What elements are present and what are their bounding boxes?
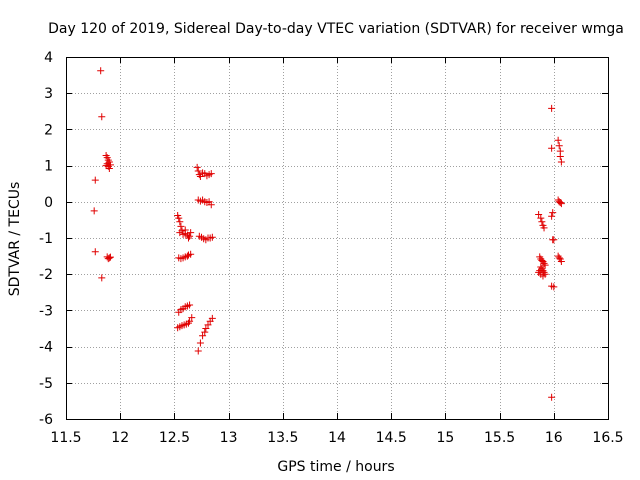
data-point <box>549 209 557 217</box>
x-tick-label: 16.5 <box>592 430 623 446</box>
x-tick-label: 14 <box>328 430 346 446</box>
data-point <box>208 314 216 322</box>
data-point <box>196 172 204 180</box>
data-point <box>183 252 191 260</box>
data-point <box>557 258 565 266</box>
x-tick-label: 14.5 <box>376 430 407 446</box>
data-point <box>98 274 106 282</box>
data-point <box>548 212 556 220</box>
x-tick-label: 11.5 <box>50 430 81 446</box>
data-point <box>539 258 547 266</box>
x-axis-label: GPS time / hours <box>277 459 394 475</box>
data-point <box>194 347 202 355</box>
x-tick-labels: 11.5 12 12.5 13 13.5 14 14.5 15 15.5 16 16.5 <box>50 430 623 446</box>
data-point <box>548 104 556 112</box>
data-point <box>555 254 563 262</box>
data-point <box>556 199 564 207</box>
data-point <box>194 167 202 175</box>
data-point <box>186 301 194 309</box>
data-point <box>538 218 546 226</box>
y-tick-label: -3 <box>39 303 53 319</box>
x-tick-label: 13 <box>220 430 238 446</box>
data-point <box>98 113 106 121</box>
data-point <box>539 272 547 280</box>
data-point <box>178 227 186 235</box>
y-tick-label: 0 <box>44 195 53 211</box>
y-tick-label: -1 <box>39 231 53 247</box>
data-point <box>535 210 543 218</box>
data-point <box>91 248 99 256</box>
y-tick-labels: 4 3 2 1 0 -1 -2 -3 -4 -5 -6 <box>39 50 53 428</box>
y-tick-label: -5 <box>39 376 53 392</box>
data-point <box>199 332 207 340</box>
data-point <box>557 200 565 208</box>
data-point <box>196 339 204 347</box>
data-point <box>187 229 195 237</box>
data-point <box>181 226 189 234</box>
y-tick-label: -4 <box>39 340 53 356</box>
data-point <box>184 319 192 327</box>
data-point <box>540 224 548 232</box>
y-tick-label: -2 <box>39 267 53 283</box>
data-point <box>548 393 556 401</box>
data-point <box>106 161 114 169</box>
data-point <box>207 201 215 209</box>
data-point <box>188 314 196 322</box>
y-tick-label: 2 <box>44 122 53 138</box>
x-tick-label: 16 <box>545 430 563 446</box>
data-point <box>175 214 183 222</box>
y-axis-label: SDTVAR / TECUs <box>7 182 23 297</box>
data-point <box>102 162 110 170</box>
data-point <box>186 317 194 325</box>
data-point <box>202 325 210 332</box>
data-point <box>105 254 113 262</box>
data-point <box>104 156 112 164</box>
data-point <box>207 170 215 178</box>
data-point <box>90 207 98 215</box>
x-tick-label: 13.5 <box>267 430 298 446</box>
grid <box>66 57 608 419</box>
x-tick-label: 15 <box>436 430 454 446</box>
data-point <box>186 232 194 240</box>
data-points <box>90 67 565 401</box>
y-tick-label: 4 <box>44 50 53 66</box>
data-point <box>187 250 195 258</box>
data-point <box>105 158 113 166</box>
data-point <box>550 283 558 291</box>
data-point <box>557 158 565 166</box>
data-point <box>208 233 216 241</box>
data-point <box>550 236 558 244</box>
y-tick-label: 3 <box>44 86 53 102</box>
y-tick-label: 1 <box>44 159 53 175</box>
data-point <box>537 263 545 271</box>
data-point <box>541 261 549 269</box>
x-tick-label: 12.5 <box>159 430 190 446</box>
data-point <box>556 153 564 161</box>
data-point <box>548 144 556 152</box>
data-point <box>554 136 562 144</box>
data-point <box>177 222 185 230</box>
data-point <box>176 218 184 226</box>
data-point <box>536 267 544 275</box>
data-point <box>201 328 209 336</box>
data-point <box>106 253 114 261</box>
data-point <box>105 164 113 172</box>
data-point <box>555 142 563 150</box>
tick-marks <box>66 57 609 420</box>
data-point <box>91 176 99 184</box>
x-tick-label: 15.5 <box>484 430 515 446</box>
data-point <box>195 171 203 179</box>
data-point <box>184 234 192 242</box>
y-tick-label: -6 <box>39 412 53 428</box>
data-point <box>204 321 212 329</box>
x-tick-label: 12 <box>111 430 129 446</box>
data-point <box>537 214 545 222</box>
data-point <box>540 259 548 267</box>
data-point <box>97 67 105 75</box>
chart-title: Day 120 of 2019, Sidereal Day-to-day VTE… <box>48 21 624 37</box>
data-point <box>193 163 201 171</box>
